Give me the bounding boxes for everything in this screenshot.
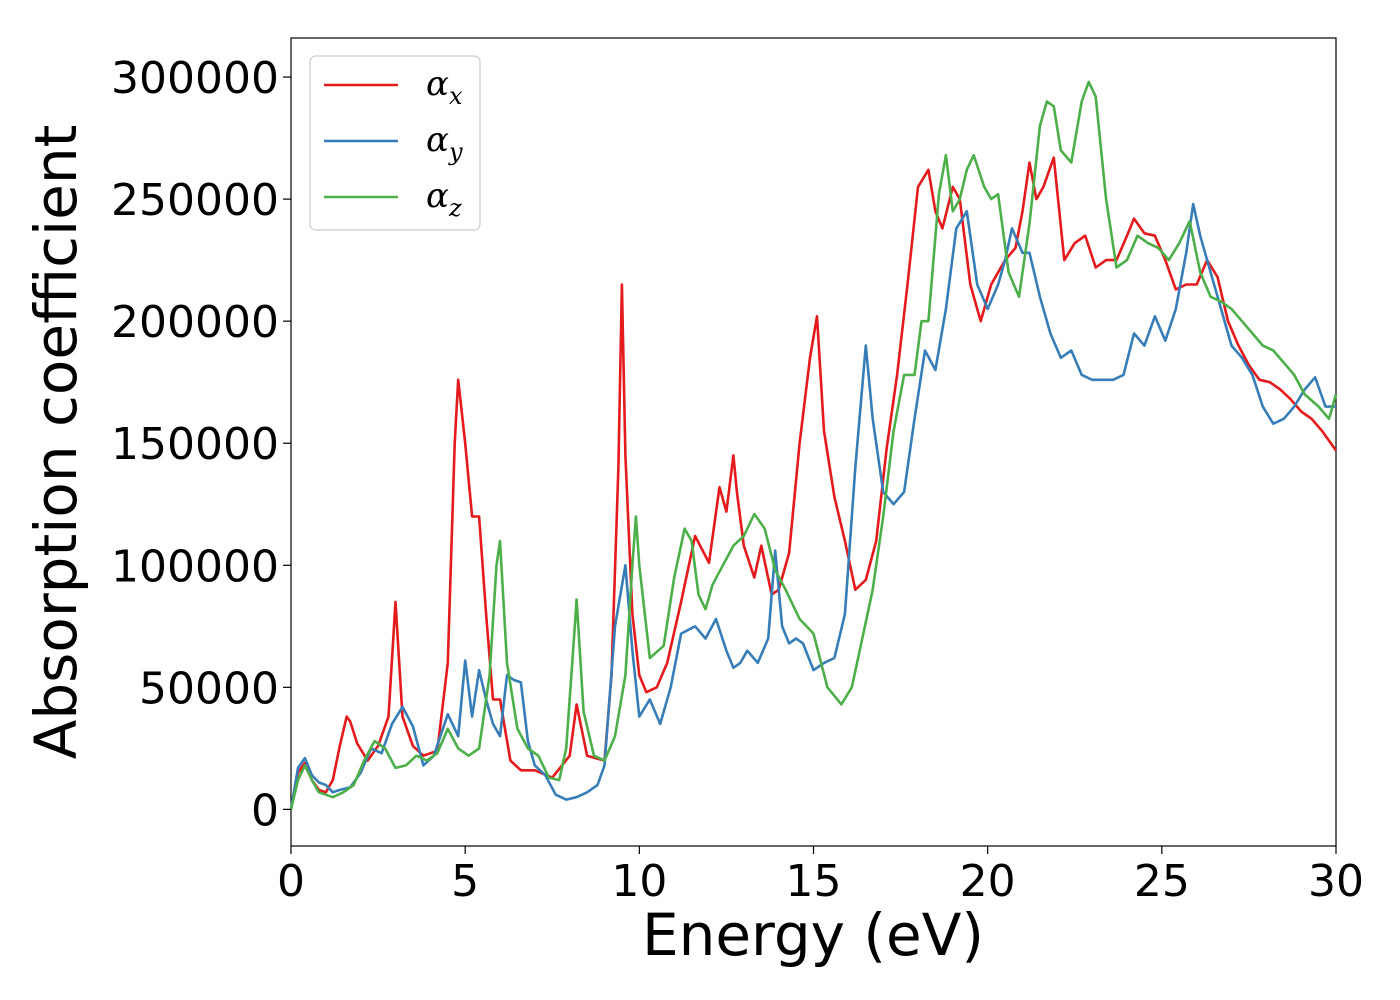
y-tick-label: 250000 xyxy=(111,175,279,226)
x-tick-label: 10 xyxy=(611,856,667,907)
y-tick-label: 300000 xyxy=(111,53,279,104)
y-tick-label: 200000 xyxy=(111,297,279,348)
series-line-alpha-x xyxy=(289,156,1338,810)
x-tick-label: 15 xyxy=(786,856,842,907)
series-line-alpha-z xyxy=(289,80,1338,810)
x-axis-label: Energy (eV) xyxy=(642,901,984,969)
series-layer xyxy=(289,80,1338,810)
y-tick-label: 50000 xyxy=(139,663,279,714)
x-axis-ticks: 0 5 10 15 20 25 30 xyxy=(277,846,1364,907)
x-tick-label: 5 xyxy=(451,856,479,907)
x-tick-label: 25 xyxy=(1134,856,1190,907)
y-tick-label: 150000 xyxy=(111,419,279,470)
legend-label-alpha-z: αz xyxy=(426,176,462,222)
y-tick-label: 100000 xyxy=(111,541,279,592)
series-line-alpha-y xyxy=(289,202,1336,810)
legend-box xyxy=(309,55,481,231)
y-axis-ticks: 0 50000 100000 150000 200000 250000 300000 xyxy=(111,53,291,836)
y-tick-label: 0 xyxy=(251,785,279,836)
x-tick-label: 0 xyxy=(277,856,305,907)
x-tick-label: 30 xyxy=(1308,856,1364,907)
x-tick-label: 20 xyxy=(960,856,1016,907)
y-axis-label: Absorption coefficient xyxy=(22,125,90,760)
